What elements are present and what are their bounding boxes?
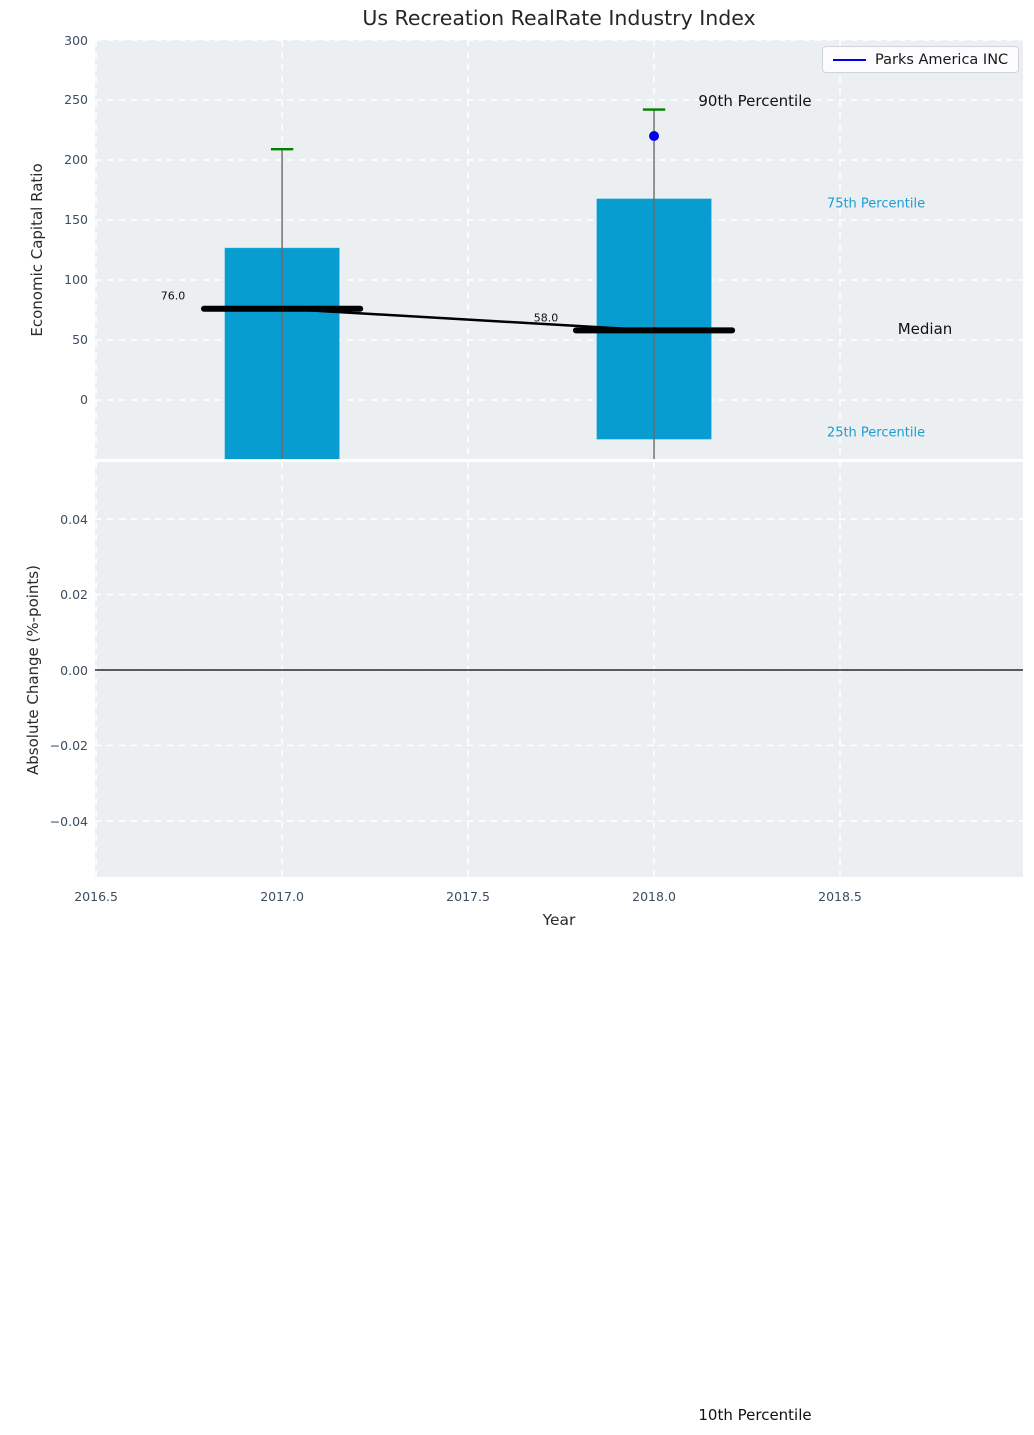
bottom-y-tick-label: 0.04: [60, 511, 88, 527]
top-y-tick-label: 0: [80, 392, 88, 408]
annotation-p90-label: 90th Percentile: [698, 92, 812, 110]
bottom-y-tick-label: 0.02: [60, 587, 88, 602]
top-y-tick-label: 50: [72, 332, 88, 348]
bottom-axes-canvas: [95, 462, 1023, 877]
legend-line-swatch: [833, 58, 866, 61]
top-y-axis-label: Economic Capital Ratio: [28, 163, 46, 337]
annotation-p10-label: 10th Percentile: [698, 1406, 812, 1424]
x-tick-label: 2016.5: [74, 889, 118, 904]
x-tick-label: 2018.0: [632, 889, 676, 904]
bottom-axes: [95, 462, 1023, 877]
top-y-tick-label: 100: [64, 272, 88, 288]
x-tick-label: 2018.5: [818, 889, 862, 904]
bottom-y-tick-label: −0.04: [49, 813, 88, 829]
x-axis-label: Year: [542, 911, 576, 929]
median-trend-line: [282, 307, 655, 332]
annotation-median-label: Median: [897, 320, 953, 338]
bottom-y-tick-label: 0.00: [60, 662, 88, 678]
top-axes-canvas: [95, 40, 1023, 459]
chart-title: Us Recreation RealRate Industry Index: [362, 6, 756, 30]
company-point: [649, 130, 660, 141]
x-tick-label: 2017.0: [260, 889, 304, 904]
top-axes: [95, 40, 1023, 459]
top-y-tick-label: 150: [64, 212, 88, 228]
annotation-median-value-2018: 58.0: [533, 311, 559, 325]
annotation-p75-label: 75th Percentile: [826, 196, 926, 212]
top-y-tick-label: 200: [64, 152, 88, 168]
legend-label: Parks America INC: [875, 51, 1009, 68]
annotation-median-value-2017: 76.0: [160, 289, 186, 303]
bottom-y-tick-label: −0.02: [49, 738, 88, 753]
x-tick-label: 2017.5: [446, 889, 490, 904]
legend: Parks America INC: [822, 46, 1020, 73]
top-y-tick-label: 250: [64, 92, 88, 108]
annotation-p25-label: 25th Percentile: [826, 425, 926, 441]
top-y-tick-label: 300: [64, 32, 88, 48]
